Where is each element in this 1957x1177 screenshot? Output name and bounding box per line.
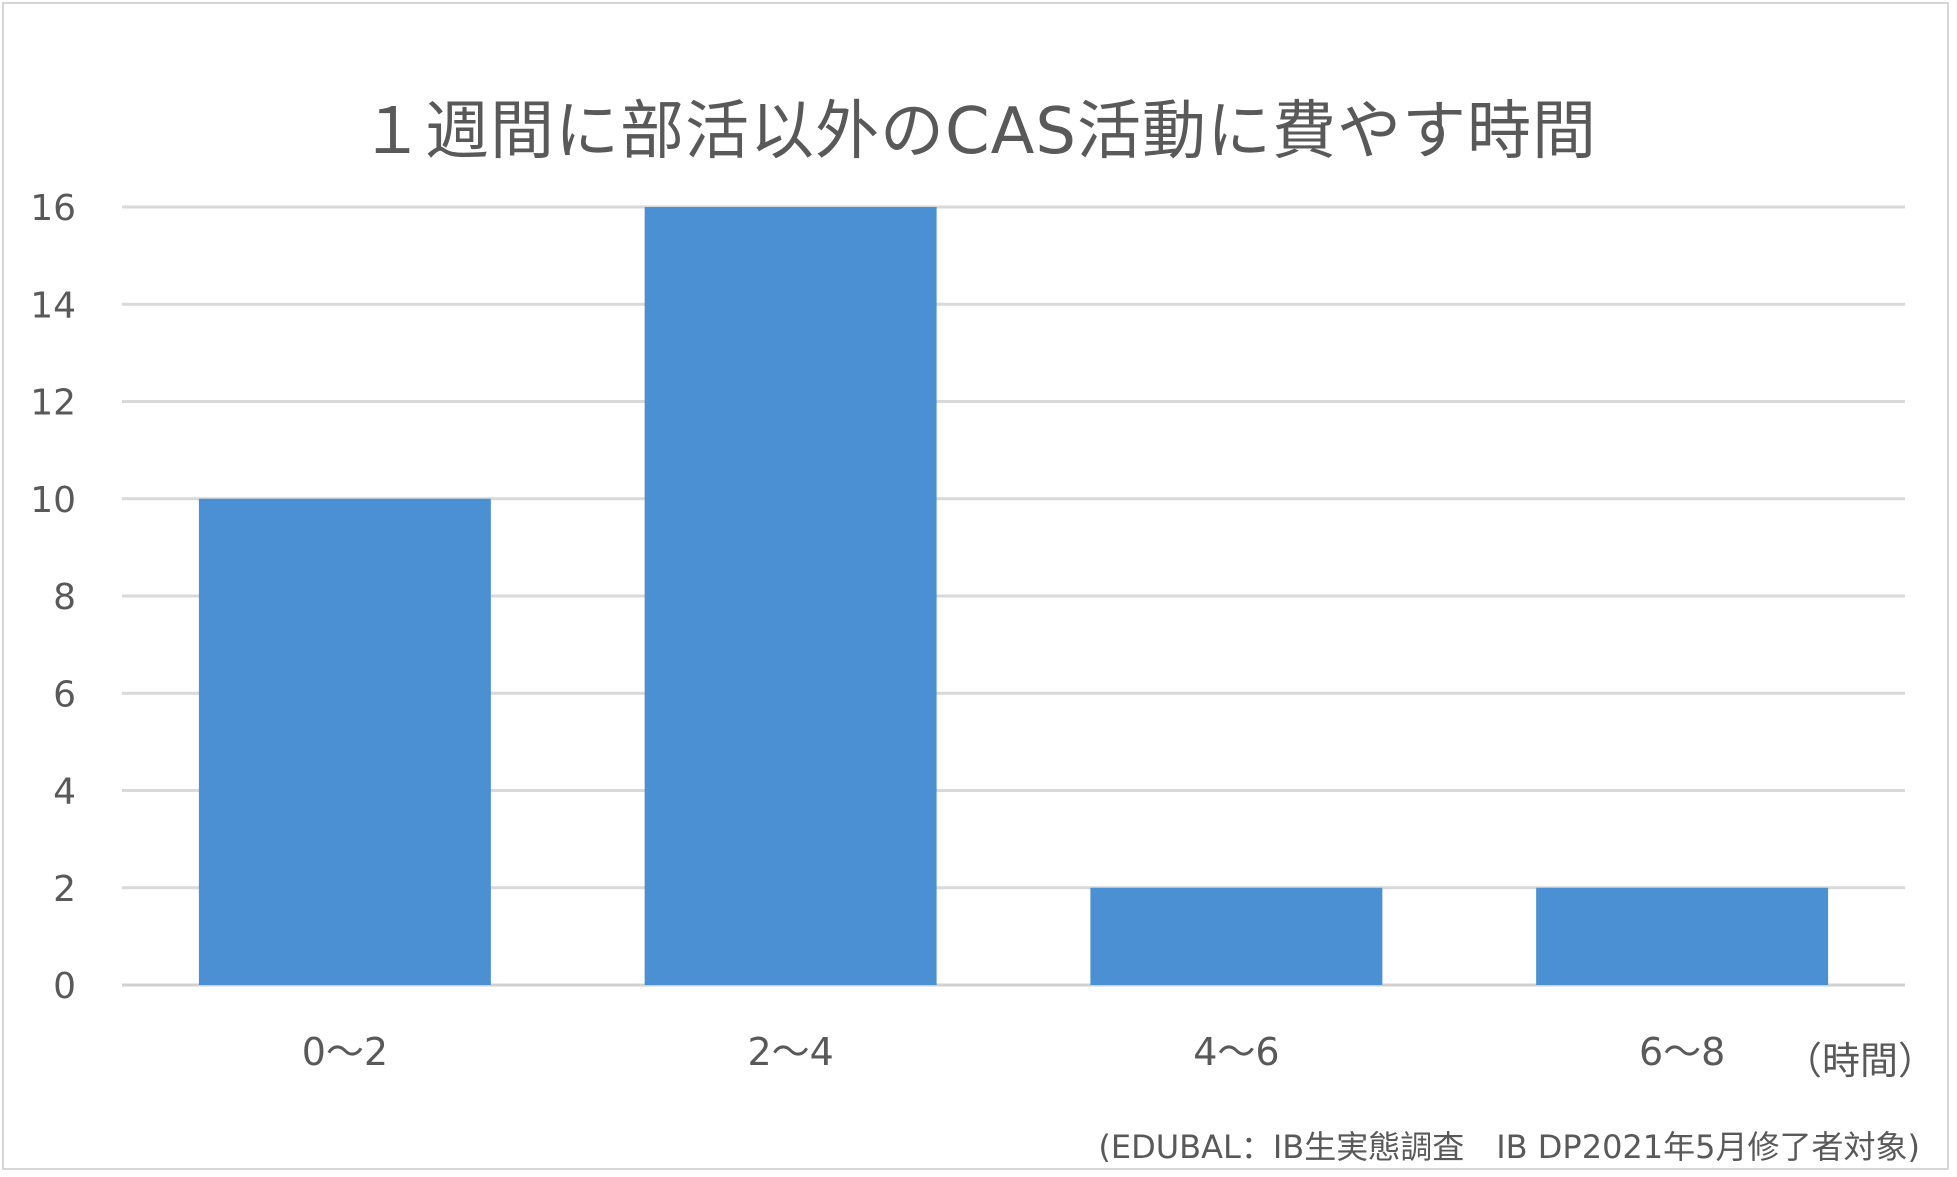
chart-title: １週間に部活以外のCAS活動に費やす時間	[359, 95, 1598, 169]
y-tick-label: 0	[53, 966, 76, 1007]
bar-1	[198, 498, 491, 985]
y-tick-label: 16	[30, 188, 76, 229]
y-tick-label: 14	[30, 285, 76, 326]
bar-3	[1090, 887, 1383, 985]
x-tick-label: 6～8	[1639, 1030, 1725, 1074]
x-tick-label: 0～2	[302, 1030, 388, 1074]
bar-4	[1536, 887, 1829, 985]
y-tick-label: 10	[30, 480, 76, 521]
y-tick-label: 8	[53, 577, 76, 618]
y-tick-label: 12	[30, 383, 76, 424]
y-tick-label: 6	[53, 674, 76, 715]
x-axis-unit-label: （時間）	[1784, 1039, 1937, 1083]
source-note: (EDUBAL：IB生実態調査 IB DP2021年5月修了者対象)	[1098, 1128, 1920, 1166]
bar-2	[644, 207, 937, 985]
y-tick-label: 4	[53, 772, 76, 813]
y-tick-label: 2	[53, 869, 76, 910]
x-tick-label: 4～6	[1193, 1030, 1279, 1074]
x-tick-label: 2～4	[747, 1030, 833, 1074]
